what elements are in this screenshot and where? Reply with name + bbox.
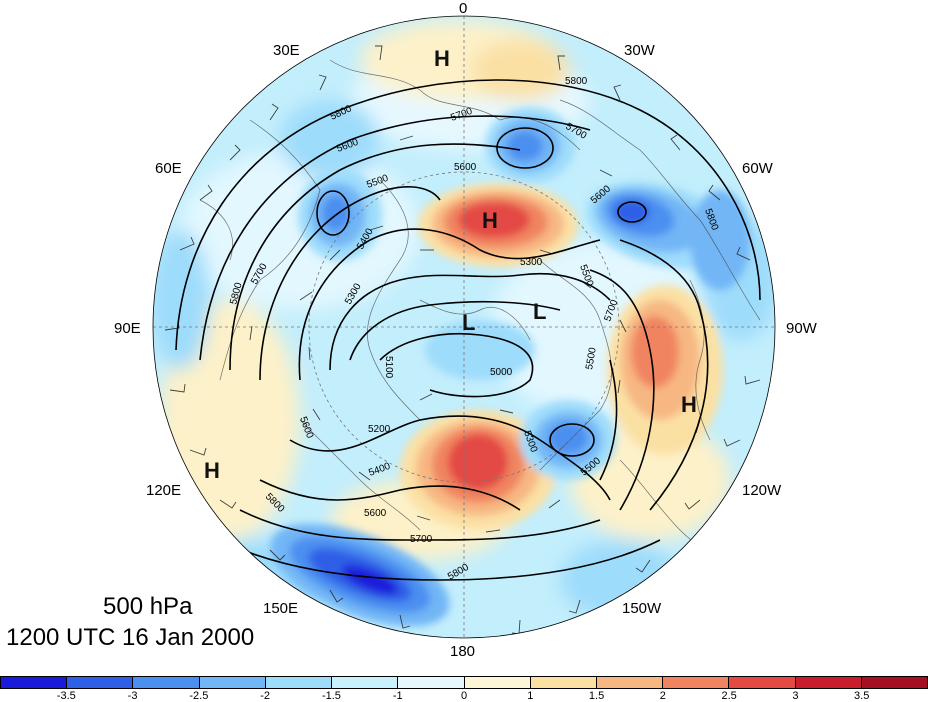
valid-time-title: 1200 UTC 16 Jan 2000 [6,624,255,651]
colorbar-tick-label: 2 [659,690,666,702]
map-boundary [152,15,776,639]
longitude-label-0: 0 [459,0,468,17]
longitude-label-150e: 150E [263,600,299,617]
longitude-label-60e: 60E [155,160,182,177]
colorbar-tick-label: -2 [260,690,271,702]
colorbar [0,676,928,689]
colorbar-tick-label: -3.5 [56,690,76,702]
pressure-centers: H H H H L L [204,46,697,483]
colorbar-segment [530,677,597,688]
colorbar-segment [596,677,664,688]
contour-label: 5200 [368,424,391,435]
colorbar-tick-label: -1 [392,690,403,702]
contour-label: 5300 [520,257,543,268]
longitude-label-60w: 60W [742,160,773,177]
colorbar-segment [861,677,928,688]
colorbar-segment [199,677,266,688]
longitude-label-90w: 90W [786,320,817,337]
colorbar-tick-label: 1.5 [588,690,605,702]
colorbar-tick-label: 0 [460,690,468,702]
colorbar-tick-label: 3 [792,690,799,702]
colorbar-segment [265,677,333,688]
colorbar-tick-label: 2.5 [721,690,737,702]
contour-label: 5800 [565,76,588,87]
longitude-label-120e: 120E [146,482,182,499]
colorbar-segment [795,677,862,688]
wind-barbs [164,45,761,635]
colorbar-segment [133,677,200,688]
colorbar-segment [1,677,68,688]
high-center: H [482,208,498,233]
colorbar-segment [464,677,531,688]
low-center: L [533,299,546,324]
contour-label: 5600 [364,508,387,519]
low-center: L [462,310,475,335]
colorbar-tick-label: -3 [127,690,138,702]
colorbar-segment [332,677,399,688]
height-contours [175,79,761,581]
longitude-label-30e: 30E [273,42,300,59]
longitude-label-120w: 120W [742,482,782,499]
longitude-label-30w: 30W [624,42,655,59]
contour-label: 5500 [584,346,599,370]
colorbar-tick-label: 1 [527,690,534,702]
longitude-label-180: 180 [450,643,476,660]
high-center: H [204,458,220,483]
longitude-label-150w: 150W [622,600,662,617]
contour-label: 5700 [410,534,433,545]
colorbar-tick-label: -1.5 [321,690,341,702]
longitude-label-90e: 90E [114,320,141,337]
coastlines [199,59,761,581]
contour-label: 5000 [490,367,513,378]
contour-label: 5600 [454,162,477,173]
pressure-level-title: 500 hPa [103,593,193,620]
colorbar-segment [398,677,465,688]
graticule [153,16,775,638]
contour-label: 5100 [383,356,394,379]
high-center: H [681,392,697,417]
colorbar-segment [67,677,134,688]
colorbar-segment [729,677,796,688]
high-center: H [434,46,450,71]
colorbar-tick-label: 3.5 [854,690,870,702]
colorbar-tick-label: -2.5 [189,690,209,702]
colorbar-segment [663,677,730,688]
